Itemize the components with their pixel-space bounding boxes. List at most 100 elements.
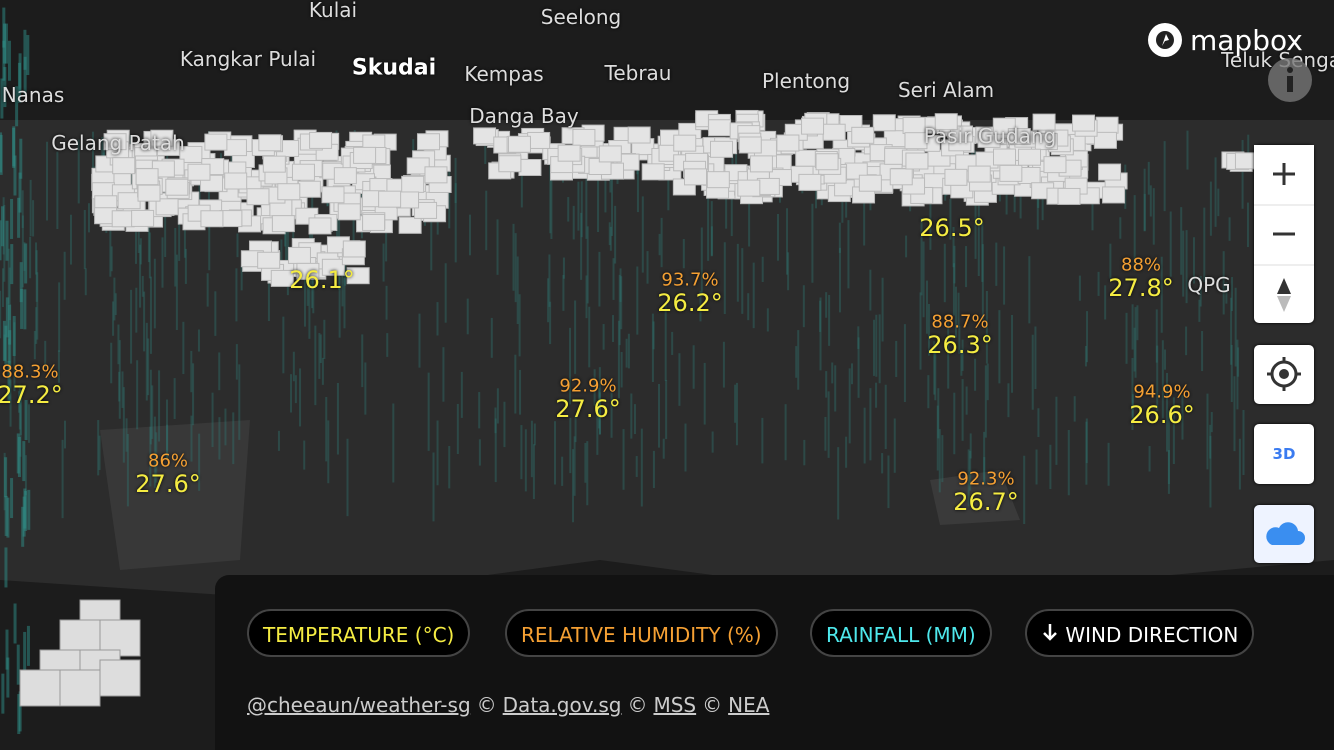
mapbox-text: mapbox bbox=[1190, 23, 1303, 57]
cloud-block bbox=[179, 145, 203, 163]
cloud-block bbox=[308, 217, 332, 235]
cloud-block bbox=[401, 175, 425, 193]
attribution-link[interactable]: MSS bbox=[653, 693, 697, 717]
attribution-link[interactable]: @cheeaun/weather-sg bbox=[247, 693, 471, 717]
cloud-block bbox=[135, 168, 159, 186]
cloud-block bbox=[749, 155, 773, 173]
zoom-controls bbox=[1254, 145, 1314, 323]
zoom-out[interactable] bbox=[1254, 206, 1314, 264]
temperature-label: 26.2° bbox=[657, 289, 723, 317]
cloud-block bbox=[246, 188, 270, 206]
attribution-separator: © bbox=[702, 693, 723, 717]
cloud-block bbox=[977, 130, 1001, 148]
legend-toggle[interactable]: RELATIVE HUMIDITY (%) bbox=[505, 609, 778, 657]
cloud-block bbox=[473, 127, 497, 145]
place-label: Seelong bbox=[540, 5, 622, 29]
land-south bbox=[930, 470, 1020, 525]
cloud-block bbox=[223, 139, 247, 157]
cloud-block bbox=[1095, 116, 1119, 134]
cloud-block bbox=[277, 183, 301, 201]
legend-label: WIND DIRECTION bbox=[1065, 623, 1239, 647]
place-label: Plentong bbox=[761, 69, 851, 93]
attribution-link[interactable]: Data.gov.sg bbox=[502, 693, 622, 717]
cloud-block bbox=[270, 269, 294, 287]
legend-toggle[interactable]: WIND DIRECTION bbox=[1025, 609, 1255, 657]
cloud-block bbox=[1007, 128, 1031, 146]
place-label: Tebrau bbox=[604, 61, 672, 85]
3d-button[interactable]: 3D bbox=[1254, 424, 1314, 484]
cloud-block bbox=[378, 190, 402, 208]
attribution-separator: © bbox=[476, 693, 497, 717]
cloud-block bbox=[406, 157, 430, 175]
cloud-block bbox=[337, 203, 361, 221]
cloud-block bbox=[257, 251, 281, 269]
cloud-block bbox=[992, 148, 1016, 166]
cloud-block bbox=[673, 134, 697, 152]
cloud-block bbox=[851, 126, 875, 144]
cloud-block bbox=[934, 113, 958, 131]
cloud-block bbox=[872, 114, 896, 132]
cloud-block bbox=[416, 133, 440, 151]
geolocate-icon bbox=[1267, 357, 1301, 391]
cloud-block bbox=[187, 163, 211, 181]
mapbox-mark bbox=[1148, 23, 1182, 57]
place-label: Gelang Patah bbox=[51, 131, 185, 155]
zoom-icons bbox=[1254, 145, 1314, 312]
attribution-separator: © bbox=[627, 693, 648, 717]
cloud-block bbox=[398, 216, 422, 234]
cloud-block bbox=[902, 117, 926, 135]
humidity-label: 88.3% bbox=[1, 361, 59, 383]
cloud-block bbox=[858, 174, 882, 192]
cloud-block bbox=[1098, 163, 1122, 181]
cloud-block bbox=[706, 171, 730, 189]
place-label: Seri Alam bbox=[897, 78, 995, 102]
cloud-block bbox=[1057, 187, 1081, 205]
place-label: Kulai bbox=[308, 0, 358, 22]
info-button[interactable] bbox=[1266, 56, 1314, 104]
cloud-block bbox=[137, 184, 161, 202]
temperature-label: 26.7° bbox=[953, 488, 1019, 516]
compass[interactable] bbox=[1277, 278, 1291, 312]
zoom-in[interactable] bbox=[1254, 145, 1314, 204]
cloud-block bbox=[999, 164, 1023, 182]
legend-label: RELATIVE HUMIDITY (%) bbox=[521, 623, 762, 647]
cloud-block bbox=[224, 172, 248, 190]
temperature-label: 27.6° bbox=[555, 395, 621, 423]
geolocate-button[interactable] bbox=[1254, 345, 1314, 404]
cube-block bbox=[59, 669, 101, 707]
legend-label: TEMPERATURE (°C) bbox=[263, 623, 455, 647]
place-label: Skudai bbox=[351, 55, 437, 81]
cloud-block bbox=[1102, 186, 1126, 204]
temperature-label: 26.3° bbox=[927, 331, 993, 359]
cloud-block bbox=[353, 146, 377, 164]
place-label: QPG bbox=[1187, 273, 1231, 297]
legend-toggle[interactable]: RAINFALL (MM) bbox=[810, 609, 992, 657]
cloud-block bbox=[710, 140, 734, 158]
cloud-block bbox=[641, 163, 665, 181]
cloud-block bbox=[271, 215, 295, 233]
temperature-label: 26.6° bbox=[1129, 401, 1195, 429]
cloud-block bbox=[905, 152, 929, 170]
cloud-block bbox=[362, 213, 386, 231]
cloud-block bbox=[738, 136, 762, 154]
cloud-block bbox=[498, 155, 522, 173]
attribution-link[interactable]: NEA bbox=[728, 693, 770, 717]
cloud-block bbox=[165, 178, 189, 196]
cloud-block bbox=[518, 158, 542, 176]
cloud-block bbox=[557, 144, 581, 162]
cube-block bbox=[19, 669, 61, 707]
cloud-block bbox=[737, 179, 761, 197]
temperature-label: 27.6° bbox=[135, 470, 201, 498]
cloud-block bbox=[333, 167, 357, 185]
cloud-block bbox=[346, 267, 370, 285]
cloud-block bbox=[795, 149, 819, 167]
cloud-block bbox=[103, 133, 127, 151]
cloud-block bbox=[258, 134, 282, 152]
weather-button[interactable] bbox=[1254, 505, 1314, 563]
cube-logo bbox=[19, 599, 141, 707]
cloud-block bbox=[822, 123, 846, 141]
legend-toggle[interactable]: TEMPERATURE (°C) bbox=[247, 609, 471, 657]
cloud-block bbox=[1043, 156, 1067, 174]
